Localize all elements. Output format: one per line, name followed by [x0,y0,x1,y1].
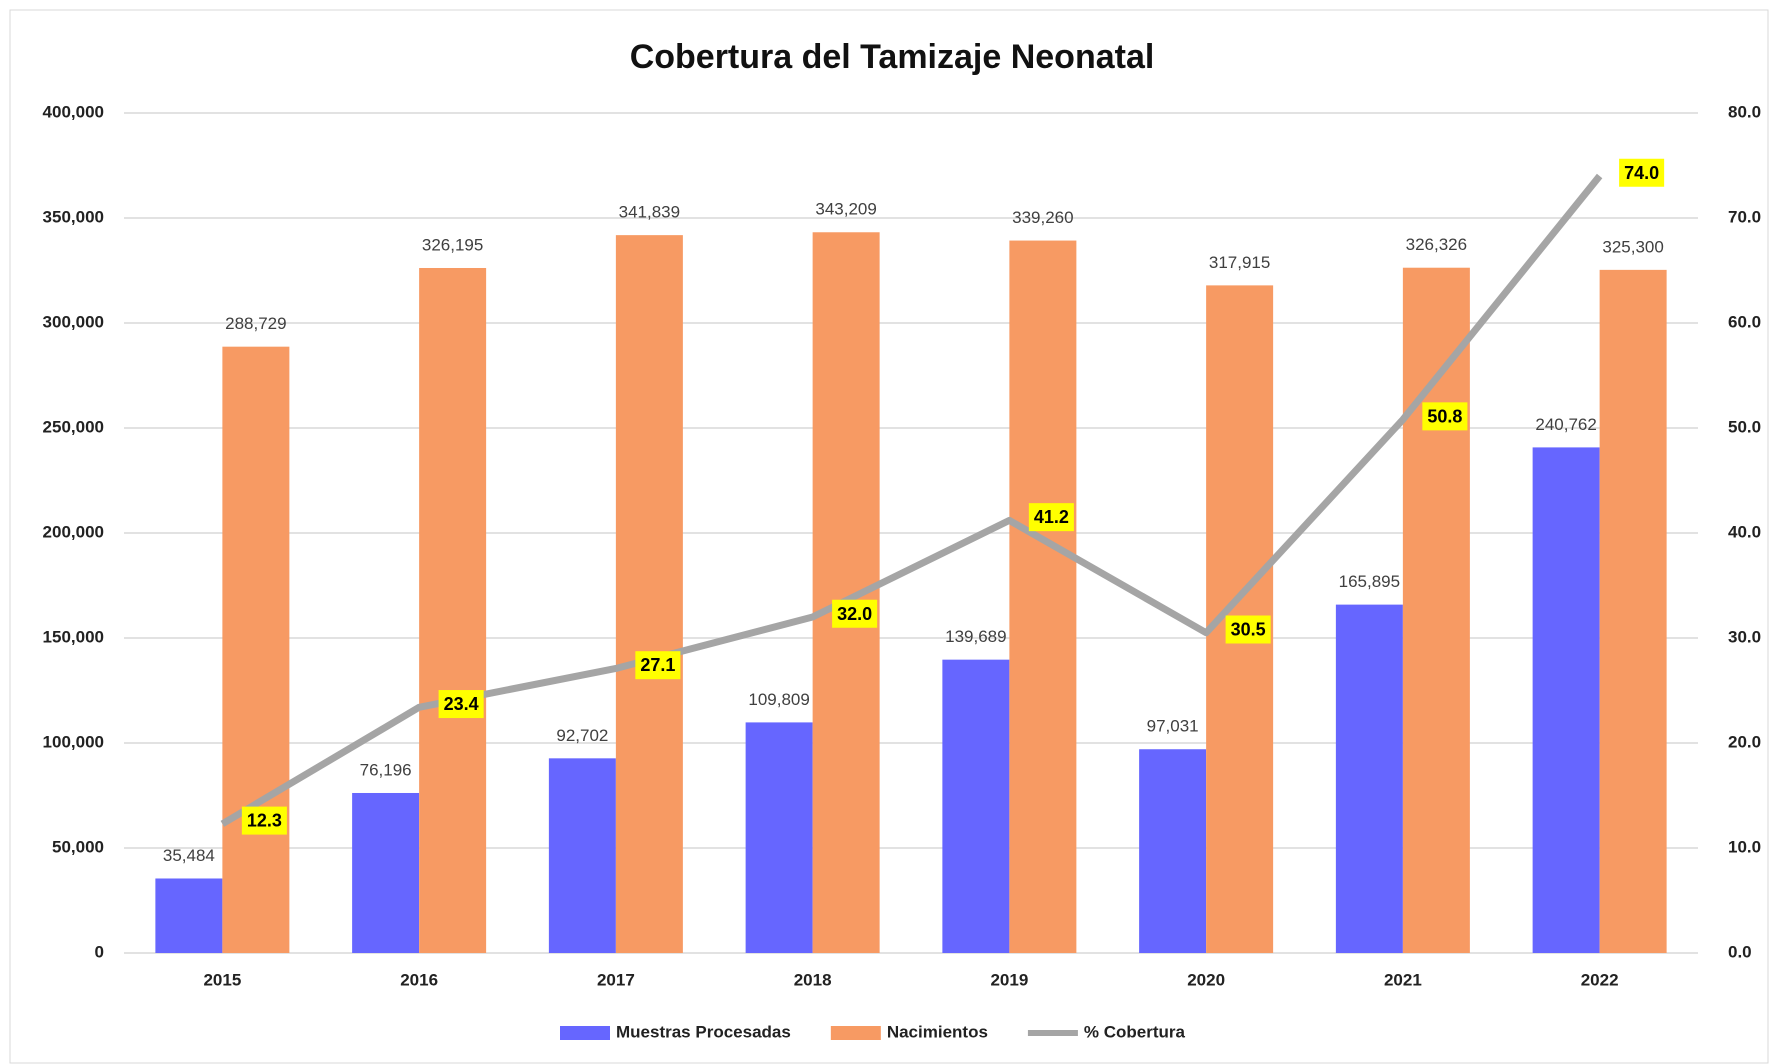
bar [1009,240,1077,953]
bar [155,878,223,953]
x-tick-label: 2017 [597,970,635,989]
y2-tick-label: 60.0 [1728,312,1761,331]
bar-value-label: 240,762 [1535,415,1596,434]
line-value-label: 30.5 [1231,620,1266,640]
x-tick-label: 2022 [1581,970,1619,989]
line-label-box [1422,402,1468,431]
legend-label: % Cobertura [1084,1022,1186,1041]
bar [1402,267,1470,953]
line-label-box [1619,158,1665,187]
bar [1335,604,1403,953]
x-tick-label: 2015 [203,970,241,989]
line-value-label: 23.4 [444,694,479,714]
bar-value-label: 341,839 [619,203,680,222]
x-tick-label: 2019 [990,970,1028,989]
line-value-label: 12.3 [247,811,282,831]
chart-border [9,9,1769,1064]
line-label-box [832,599,878,628]
y2-tick-label: 30.0 [1728,627,1761,646]
y-tick-label: 350,000 [43,207,104,226]
bar-value-label: 317,915 [1209,253,1270,272]
y2-tick-label: 10.0 [1728,837,1761,856]
legend-label: Muestras Procesadas [616,1022,791,1041]
bar [942,659,1010,953]
legend-swatch [830,1026,881,1040]
bar [419,267,487,954]
y2-tick-label: 40.0 [1728,522,1761,541]
line-label-box [438,690,484,719]
x-tick-label: 2020 [1187,970,1225,989]
line-value-label: 50.8 [1427,406,1462,426]
legend-swatch [560,1026,610,1040]
bar [222,346,290,954]
bar [352,792,420,953]
y2-tick-label: 50.0 [1728,417,1761,436]
bar [1532,447,1600,953]
bar [1139,749,1207,953]
bar [548,758,616,953]
bar [1599,269,1667,953]
y-tick-label: 200,000 [43,522,104,541]
y2-tick-label: 20.0 [1728,732,1761,751]
y-tick-label: 0 [95,942,104,961]
y-tick-label: 400,000 [43,102,104,121]
y-tick-label: 100,000 [43,732,104,751]
line-value-label: 41.2 [1034,507,1069,527]
bar-value-label: 97,031 [1147,717,1199,736]
y-tick-label: 150,000 [43,627,104,646]
line-label-box [635,651,681,680]
y-tick-label: 300,000 [43,312,104,331]
x-tick-label: 2016 [400,970,438,989]
line-label-box [1225,615,1271,644]
bar-value-label: 339,260 [1012,208,1073,227]
bar-value-label: 165,895 [1339,572,1400,591]
bar-value-label: 326,195 [422,235,483,254]
y-tick-label: 250,000 [43,417,104,436]
bar-value-label: 288,729 [225,314,286,333]
bar-value-label: 109,809 [748,690,809,709]
line-value-label: 32.0 [837,604,872,624]
bar-value-label: 139,689 [945,627,1006,646]
line-value-label: 27.1 [640,655,675,675]
bar-value-label: 326,326 [1406,235,1467,254]
x-tick-label: 2018 [794,970,832,989]
y2-tick-label: 70.0 [1728,207,1761,226]
line-value-label: 74.0 [1624,163,1659,183]
bar [745,722,813,953]
y2-tick-label: 80.0 [1728,102,1761,121]
bar-value-label: 325,300 [1602,237,1663,256]
line-label-box [241,806,287,835]
legend-label: Nacimientos [887,1022,988,1041]
chart-title: Cobertura del Tamizaje Neonatal [630,38,1155,76]
bar [615,235,683,953]
bar-value-label: 92,702 [556,726,608,745]
bar-value-label: 35,484 [163,846,215,865]
y2-tick-label: 0.0 [1728,942,1752,961]
x-tick-label: 2021 [1384,970,1422,989]
y-tick-label: 50,000 [52,837,104,856]
bar-value-label: 343,209 [815,200,876,219]
line-label-box [1028,503,1074,532]
bar-value-label: 76,196 [360,760,412,779]
